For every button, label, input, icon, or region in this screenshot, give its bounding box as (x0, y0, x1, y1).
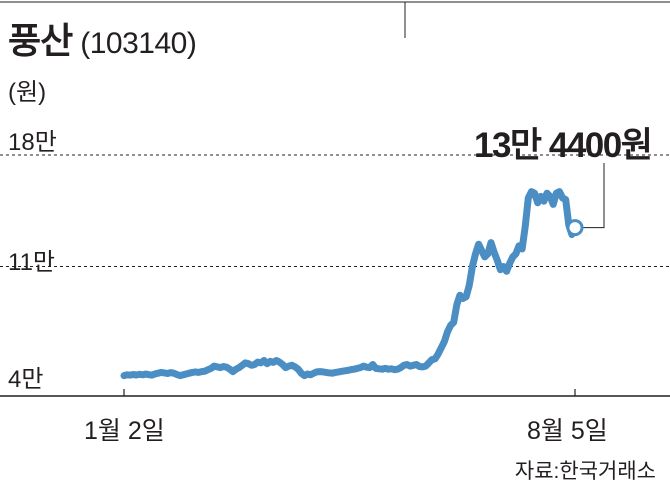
chart-title: 풍산 (103140) (8, 12, 197, 64)
stock-code: (103140) (80, 27, 197, 60)
source-note: 자료:한국거래소 (514, 460, 656, 483)
x-tick-label-start: 1월 2일 (84, 417, 165, 445)
callout-leader-line (583, 163, 605, 229)
y-axis-unit: (원) (8, 79, 47, 106)
y-tick-label-11man: 11만 (8, 249, 55, 276)
price-series-line (120, 188, 579, 380)
last-price-callout: 13만 4400원 (474, 126, 653, 165)
y-tick-label-18man: 18만 (8, 129, 57, 156)
stock-name: 풍산 (8, 20, 73, 61)
x-tick-label-end: 8월 5일 (527, 417, 608, 445)
y-tick-label-4man: 4만 (8, 366, 44, 393)
last-price-marker (566, 219, 584, 237)
